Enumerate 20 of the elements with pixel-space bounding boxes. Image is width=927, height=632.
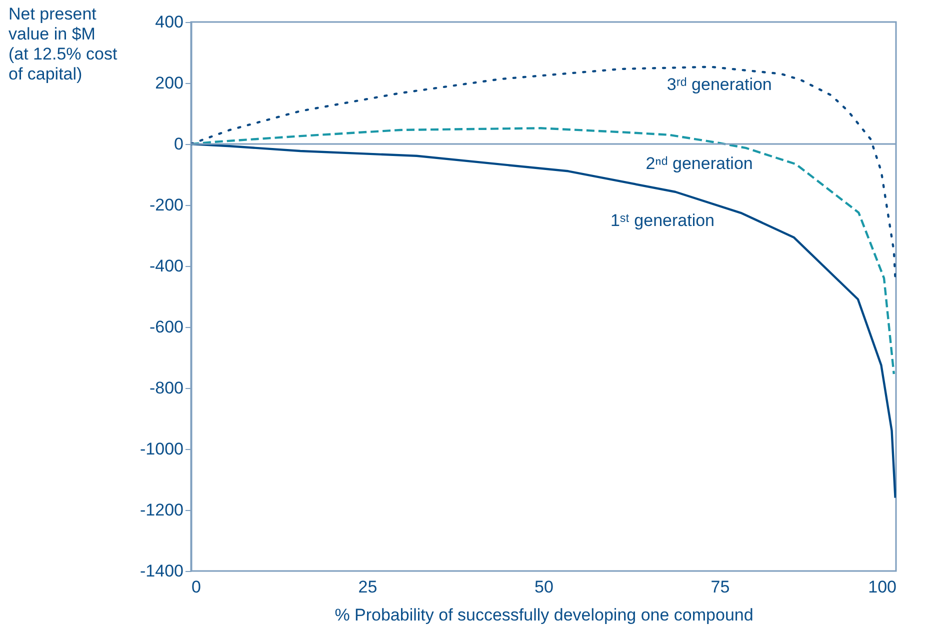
y-axis-title: Net present value in $M (at 12.5% cost of capital) (8, 4, 118, 84)
y-tick-label: 400 (155, 12, 184, 32)
x-tick-label: 75 (710, 578, 730, 596)
y-tick-label: -1400 (140, 562, 184, 580)
y-tick-label: 200 (155, 74, 184, 92)
y-tick-label: -1200 (140, 500, 184, 520)
y-tick-label: -400 (149, 256, 184, 276)
y-tick-label: -600 (149, 318, 184, 336)
y-tick-label: 0 (174, 134, 184, 154)
series-label: 1ˢᵗ generation (610, 210, 715, 230)
y-tick-label: -1000 (140, 440, 184, 458)
x-axis-title: % Probability of successfully developing one compound (334, 606, 754, 624)
y-tick-label: -200 (149, 196, 184, 214)
y-tick-label: -800 (149, 378, 184, 398)
x-tick-label: 0 (192, 578, 201, 596)
x-tick-label: 25 (358, 578, 378, 596)
x-tick-label: 50 (534, 578, 554, 596)
series-label: 3ʳᵈ generation (666, 75, 772, 94)
x-tick-label: 100 (868, 578, 896, 596)
series-label: 2ⁿᵈ generation (646, 154, 753, 174)
